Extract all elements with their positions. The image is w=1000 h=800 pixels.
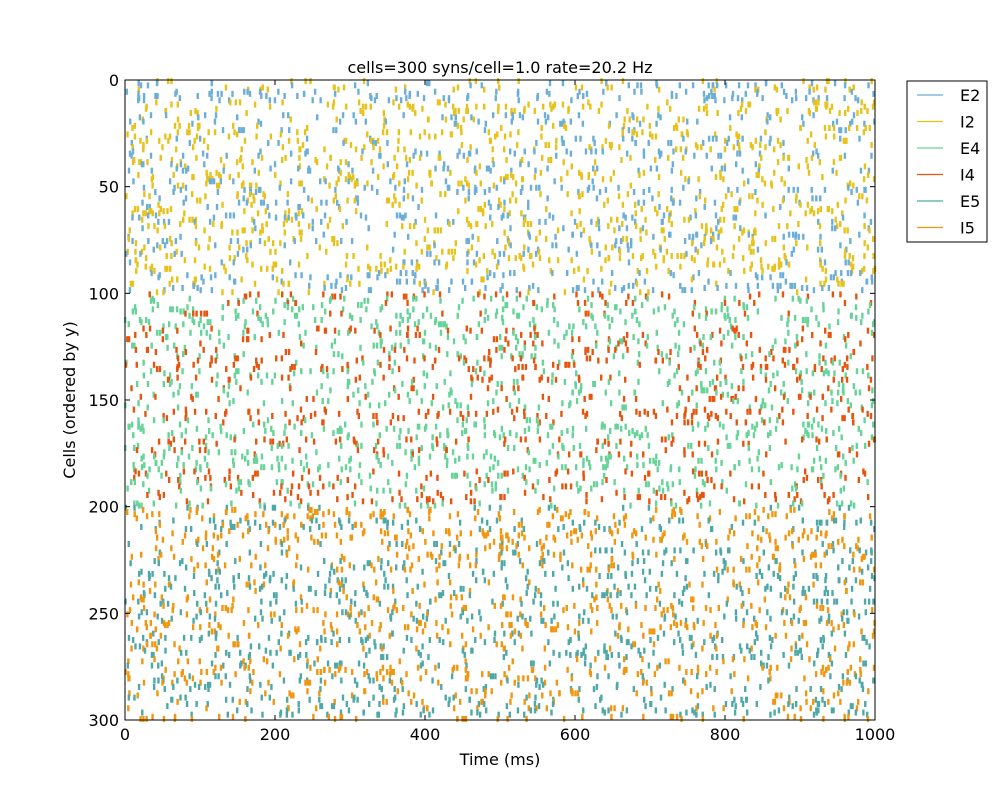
spike-marks xyxy=(124,78,877,722)
chart-title: cells=300 syns/cell=1.0 rate=20.2 Hz xyxy=(347,58,652,77)
